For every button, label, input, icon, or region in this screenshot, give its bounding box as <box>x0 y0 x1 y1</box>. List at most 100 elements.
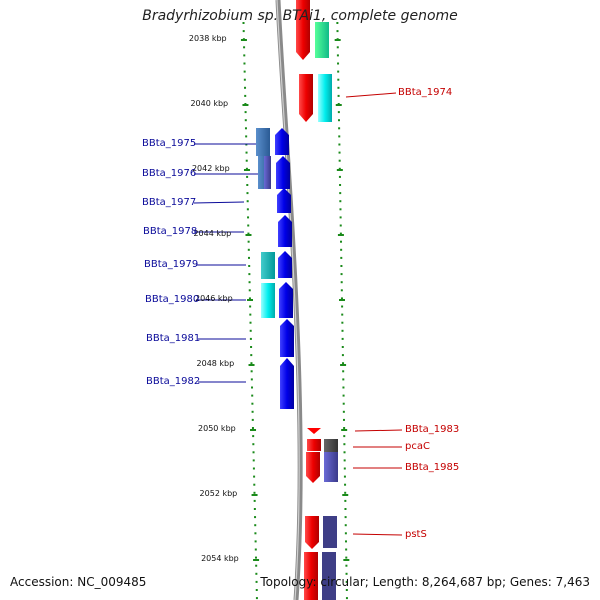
scale-dot <box>343 451 346 454</box>
scale-dot <box>249 329 252 332</box>
scale-dot <box>245 159 248 162</box>
scale-dot <box>341 329 344 332</box>
scale-dot <box>252 451 255 454</box>
gene-label-BBta_1980: BBta_1980 <box>145 294 200 305</box>
genome-backbone <box>275 0 303 600</box>
scale-dot <box>246 184 249 186</box>
scale-dot <box>248 297 251 300</box>
gene-BBta_1975-block <box>256 128 270 156</box>
gene-BBta_1976 <box>276 156 290 189</box>
scale-dot <box>338 167 341 170</box>
scale-dot <box>247 240 250 243</box>
major-tick <box>343 559 350 561</box>
tick-label: 2052 kbp <box>199 489 238 498</box>
scale-dot <box>243 54 246 57</box>
major-tick <box>245 234 252 236</box>
major-tick <box>336 169 343 171</box>
scale-dot <box>344 516 347 519</box>
scale-dot <box>340 289 343 292</box>
scale-dot <box>339 192 342 195</box>
scale-dot <box>340 273 343 276</box>
scale-dot <box>243 70 246 73</box>
scale-dot <box>337 78 340 81</box>
scale-dot <box>345 580 348 583</box>
scale-dot <box>248 281 251 284</box>
scale-dot <box>337 62 340 65</box>
scale-dot <box>255 580 258 583</box>
scale-dot <box>336 22 339 24</box>
major-tick <box>243 169 250 171</box>
major-tick <box>248 364 255 366</box>
gene-BBta_1980 <box>279 282 293 318</box>
scale-dot <box>254 540 257 543</box>
scale-dot <box>345 597 348 600</box>
scale-dot <box>338 159 341 162</box>
scale-dot <box>252 443 255 446</box>
scale-dot <box>244 127 247 130</box>
scale-dot <box>253 491 256 494</box>
major-tick <box>334 39 341 41</box>
tick-label: 2038 kbp <box>188 34 227 43</box>
scale-dot <box>249 321 252 324</box>
scale-dot <box>244 119 247 122</box>
gene-BBta_1980-block <box>261 283 275 318</box>
gene-next-slate <box>322 552 336 600</box>
scale-dot <box>341 313 344 316</box>
scale-dot <box>338 143 341 146</box>
gene-BBta_1974 <box>299 74 313 122</box>
tick-label: 2040 kbp <box>190 99 229 108</box>
gene-label-pcaC: pcaC <box>405 441 430 452</box>
scale-dot <box>243 78 246 81</box>
gene-BBta_1979 <box>278 251 292 278</box>
major-tick <box>247 299 253 301</box>
scale-dot <box>340 297 343 300</box>
scale-dot <box>251 427 254 429</box>
gene-BBta_1985-partner <box>324 452 338 482</box>
scale-dot <box>338 175 341 178</box>
scale-dot <box>342 370 345 373</box>
scale-dot <box>341 321 344 324</box>
scale-dot <box>253 483 256 486</box>
scale-dot <box>250 346 253 348</box>
scale-dot <box>339 232 342 235</box>
gene-label-BBta_1978: BBta_1978 <box>143 226 198 237</box>
scale-dot <box>243 62 246 65</box>
major-tick <box>242 104 249 106</box>
scale-dot <box>345 589 348 591</box>
scale-dot <box>248 265 251 267</box>
scale-dot <box>344 508 347 510</box>
scale-dot <box>340 240 343 243</box>
page-title: Bradyrhizobium sp. BTAi1, complete genom… <box>142 8 458 24</box>
scale-dot <box>251 386 254 389</box>
scale-dot <box>345 548 348 551</box>
scale-dot <box>340 248 343 251</box>
scale-dot <box>254 524 257 527</box>
scale-dot <box>245 167 248 170</box>
scale-dot <box>255 589 258 591</box>
gene-label-BBta_1982: BBta_1982 <box>146 376 201 387</box>
scale-dot <box>341 305 344 308</box>
tick-label: 2044 kbp <box>193 229 232 238</box>
scale-dot <box>343 459 346 462</box>
gene-label-BBta_1977: BBta_1977 <box>142 197 197 208</box>
scale-dot <box>250 362 253 365</box>
scale-dot <box>255 597 258 600</box>
scale-dot <box>336 30 339 33</box>
scale-dot <box>338 135 341 138</box>
scale-dot <box>246 175 249 178</box>
scale-dot <box>246 192 249 195</box>
scale-dot <box>255 564 258 567</box>
gene-BBta_1979-block <box>261 252 275 279</box>
scale-dot <box>246 200 249 203</box>
gene-BBta_1985 <box>306 452 320 483</box>
scale-dot <box>342 362 345 365</box>
scale-dot <box>252 435 255 438</box>
scale-dot <box>248 273 251 276</box>
major-tick <box>253 559 260 561</box>
scale-dot <box>254 516 257 519</box>
scale-dot <box>337 70 340 73</box>
scale-dot <box>244 86 247 89</box>
scale-dot <box>344 499 347 502</box>
scale-dot <box>345 556 348 559</box>
scale-dot <box>254 548 257 551</box>
